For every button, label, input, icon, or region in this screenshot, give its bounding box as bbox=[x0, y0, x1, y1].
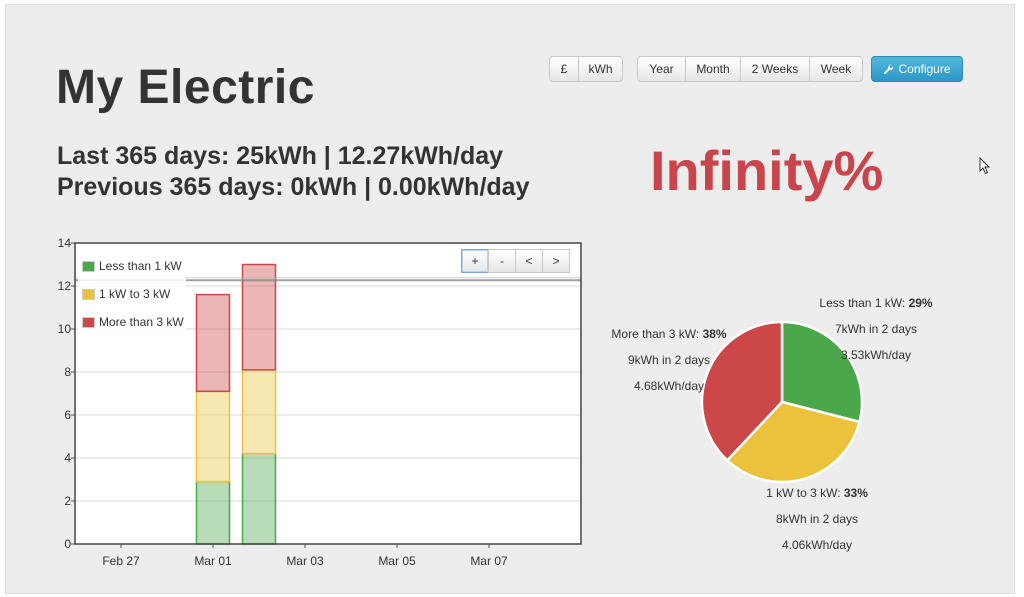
pie-label-daily: 3.53kWh/day bbox=[841, 348, 911, 362]
mouse-cursor-icon bbox=[979, 157, 991, 175]
pan-left-button[interactable]: < bbox=[515, 249, 543, 273]
change-percent: Infinity% bbox=[650, 139, 884, 202]
x-tick-label: Mar 01 bbox=[194, 554, 232, 568]
chart-legend: Less than 1 kW 1 kW to 3 kW More than 3 … bbox=[78, 250, 186, 338]
kwh-button[interactable]: kWh bbox=[578, 56, 623, 82]
pie-slice bbox=[780, 320, 864, 424]
y-tick-label: 2 bbox=[64, 494, 71, 508]
y-tick-label: 14 bbox=[58, 236, 72, 250]
plot-border bbox=[74, 242, 582, 545]
pie-label-total: 7kWh in 2 days bbox=[835, 322, 917, 336]
pie-slice bbox=[700, 320, 784, 463]
bar-segment bbox=[195, 480, 231, 545]
x-tick-label: Mar 05 bbox=[378, 554, 416, 568]
two-weeks-button[interactable]: 2 Weeks bbox=[740, 56, 810, 82]
unit-button-group: £ kWh bbox=[549, 56, 623, 82]
month-button[interactable]: Month bbox=[685, 56, 741, 82]
y-tick-label: 12 bbox=[58, 279, 72, 293]
currency-button[interactable]: £ bbox=[549, 56, 579, 82]
week-button[interactable]: Week bbox=[809, 56, 863, 82]
period-button-group: Year Month 2 Weeks Week bbox=[637, 56, 863, 82]
zoom-controls: + - < > bbox=[461, 249, 570, 273]
y-tick-label: 4 bbox=[64, 451, 71, 465]
configure-button[interactable]: Configure bbox=[871, 56, 963, 82]
pie-chart: Less than 1 kW: 29% 7kWh in 2 days 3.53kWh… bbox=[611, 296, 933, 552]
y-tick-label: 8 bbox=[64, 365, 71, 379]
pan-right-button[interactable]: > bbox=[542, 249, 570, 273]
pie-label-total: 9kWh in 2 days bbox=[628, 353, 710, 367]
legend-swatch-yellow bbox=[83, 289, 94, 299]
page-title: My Electric bbox=[56, 61, 315, 114]
legend-swatch-red bbox=[83, 317, 94, 327]
zoom-in-button[interactable]: + bbox=[461, 249, 489, 273]
legend-label: More than 3 kW bbox=[99, 315, 184, 329]
bar-segment bbox=[195, 390, 231, 483]
y-tick-label: 10 bbox=[58, 322, 72, 336]
configure-label: Configure bbox=[898, 62, 951, 76]
legend-label: Less than 1 kW bbox=[99, 259, 182, 273]
bar-segment bbox=[241, 369, 277, 455]
pie-label-daily: 4.06kWh/day bbox=[782, 538, 852, 552]
pie-label-title: More than 3 kW: 38% bbox=[611, 327, 727, 341]
zoom-out-button[interactable]: - bbox=[488, 249, 516, 273]
legend-item: More than 3 kW bbox=[78, 308, 186, 336]
legend-item: 1 kW to 3 kW bbox=[78, 280, 186, 308]
pie-label-daily: 4.68kWh/day bbox=[634, 379, 704, 393]
pie-label-title: Less than 1 kW: 29% bbox=[819, 296, 933, 310]
pie-label-total: 8kWh in 2 days bbox=[776, 512, 858, 526]
x-tick-label: Mar 07 bbox=[470, 554, 508, 568]
legend-swatch-green bbox=[83, 261, 94, 271]
x-tick-label: Mar 03 bbox=[286, 554, 324, 568]
legend-item: Less than 1 kW bbox=[78, 252, 186, 280]
pie-label-title: 1 kW to 3 kW: 33% bbox=[766, 486, 868, 500]
legend-label: 1 kW to 3 kW bbox=[99, 287, 171, 301]
previous-365-days-stat: Previous 365 days: 0kWh | 0.00kWh/day bbox=[57, 173, 530, 201]
bar-segment bbox=[241, 263, 277, 371]
last-365-days-stat: Last 365 days: 25kWh | 12.27kWh/day bbox=[57, 142, 504, 170]
bar-segment bbox=[195, 293, 231, 393]
bar-segment bbox=[241, 452, 277, 545]
wrench-icon bbox=[884, 64, 894, 74]
pie-slice bbox=[725, 400, 862, 484]
y-tick-label: 6 bbox=[64, 408, 71, 422]
x-tick-label: Feb 27 bbox=[102, 554, 140, 568]
y-tick-label: 0 bbox=[64, 537, 71, 551]
